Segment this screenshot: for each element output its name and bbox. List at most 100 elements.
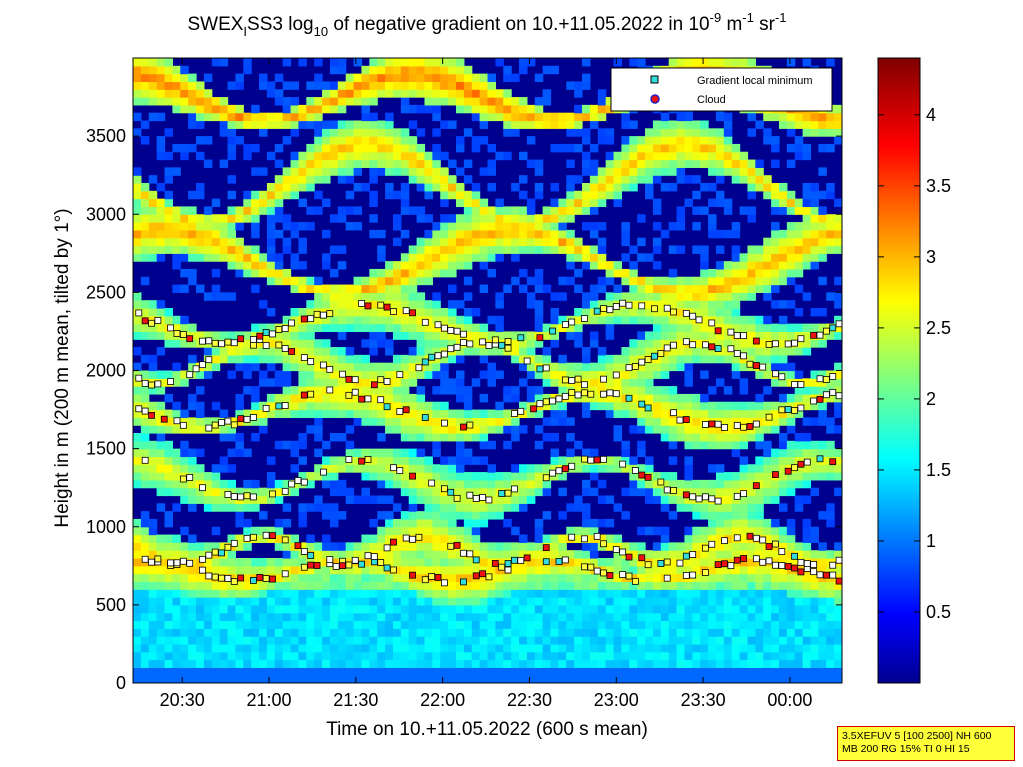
heatmap-cell <box>723 206 733 215</box>
heatmap-cell <box>251 628 260 637</box>
heatmap-cell <box>597 612 607 622</box>
heatmap-cell <box>219 636 229 645</box>
heatmap-cell <box>511 339 520 348</box>
heatmap-cell <box>637 253 646 262</box>
heatmap-cell <box>715 308 725 317</box>
heatmap-cell <box>715 550 725 559</box>
heatmap-cell <box>361 151 370 161</box>
heatmap-cell <box>156 448 166 458</box>
heatmap-cell <box>345 589 355 598</box>
heatmap-cell <box>676 597 686 606</box>
heatmap-cell <box>196 222 205 231</box>
heatmap-cell <box>385 167 394 176</box>
heatmap-cell <box>416 206 426 215</box>
heatmap-cell <box>802 479 812 489</box>
heatmap-cell <box>235 675 244 683</box>
heatmap-cell <box>652 573 662 583</box>
heatmap-cell <box>794 222 804 231</box>
heatmap-cell <box>400 675 410 683</box>
heatmap-cell <box>337 612 347 622</box>
heatmap-cell <box>684 675 693 683</box>
heatmap-cell <box>550 448 559 458</box>
heatmap-cell <box>503 237 512 247</box>
heatmap-cell <box>684 651 693 661</box>
heatmap-cell <box>298 518 307 528</box>
heatmap-cell <box>455 675 465 683</box>
heatmap-cell <box>676 636 686 645</box>
heatmap-cell <box>802 222 812 231</box>
heatmap-cell <box>534 104 544 114</box>
heatmap-cell <box>172 612 181 622</box>
heatmap-cell <box>306 472 315 481</box>
heatmap-cell <box>471 597 481 606</box>
heatmap-cell <box>282 409 292 418</box>
heatmap-cell <box>353 542 363 551</box>
heatmap-cell <box>416 58 426 67</box>
heatmap-cell <box>786 550 796 559</box>
heatmap-cell <box>369 386 378 395</box>
heatmap-cell <box>558 245 567 254</box>
heatmap-cell <box>668 386 678 395</box>
heatmap-cell <box>629 276 638 286</box>
heatmap-cell <box>605 636 615 645</box>
heatmap-cell <box>180 651 189 661</box>
heatmap-cell <box>148 597 158 606</box>
heatmap-cell <box>605 558 615 567</box>
heatmap-cell <box>645 464 654 473</box>
heatmap-cell <box>133 253 142 262</box>
heatmap-cell <box>645 612 654 622</box>
heatmap-cell <box>739 268 749 278</box>
heatmap-cell <box>259 261 268 270</box>
heatmap-cell <box>392 190 402 200</box>
heatmap-cell <box>668 222 678 231</box>
heatmap-cell <box>503 612 512 622</box>
heatmap-cell <box>156 112 166 122</box>
heatmap-cell <box>818 370 827 379</box>
heatmap-cell <box>794 464 804 473</box>
heatmap-cell <box>392 143 402 153</box>
heatmap-cell <box>597 167 607 176</box>
heatmap-cell <box>755 409 764 418</box>
heatmap-cell <box>148 401 158 411</box>
heatmap-cell <box>731 261 741 270</box>
heatmap-cell <box>377 120 386 129</box>
heatmap-cell <box>337 292 347 301</box>
heatmap-cell <box>463 495 473 504</box>
heatmap-cell <box>345 597 355 606</box>
heatmap-cell <box>708 143 717 153</box>
heatmap-cell <box>329 456 339 465</box>
heatmap-cell <box>180 667 189 676</box>
heatmap-cell <box>739 503 749 512</box>
heatmap-cell <box>676 331 686 340</box>
heatmap-cell <box>637 440 646 450</box>
heatmap-cell <box>448 386 457 395</box>
heatmap-cell <box>731 636 741 645</box>
heatmap-cell <box>621 112 630 122</box>
heatmap-cell <box>550 581 559 590</box>
heatmap-cell <box>290 183 300 192</box>
heatmap-cell <box>385 659 394 668</box>
heatmap-cell <box>361 65 370 75</box>
heatmap-cell <box>550 659 559 668</box>
heatmap-cell <box>369 190 378 200</box>
heatmap-cell <box>392 542 402 551</box>
heatmap-cell <box>156 370 166 379</box>
heatmap-cell <box>377 136 386 145</box>
heatmap-cell <box>353 675 363 683</box>
heatmap-cell <box>700 347 709 356</box>
heatmap-cell <box>715 597 725 606</box>
heatmap-cell <box>353 550 363 559</box>
heatmap-cell <box>621 347 630 356</box>
heatmap-cell <box>660 550 670 559</box>
heatmap-cell <box>180 222 189 231</box>
heatmap-cell <box>227 675 237 683</box>
heatmap-cell <box>582 558 591 567</box>
heatmap-cell <box>747 503 756 512</box>
heatmap-cell <box>566 190 575 200</box>
heatmap-cell <box>440 628 449 637</box>
heatmap-cell <box>511 386 520 395</box>
heatmap-cell <box>629 675 638 683</box>
heatmap-cell <box>463 347 473 356</box>
heatmap-cell <box>353 464 363 473</box>
heatmap-cell <box>621 643 630 653</box>
